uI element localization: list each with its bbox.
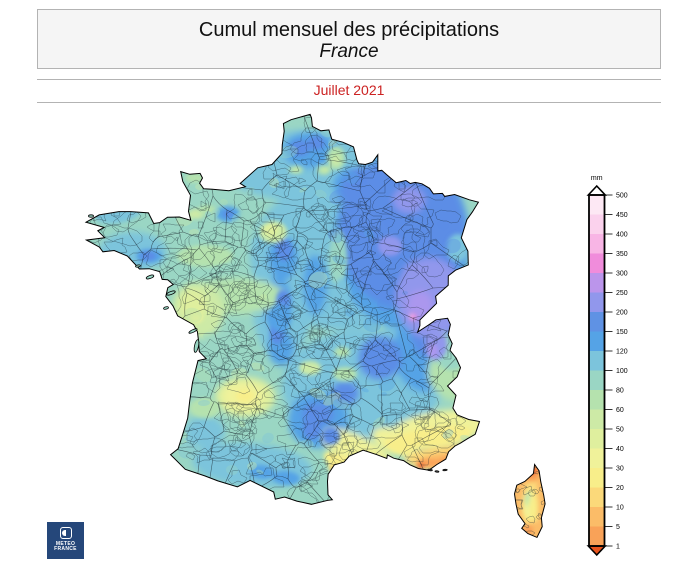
svg-text:250: 250 [616,290,628,297]
svg-text:100: 100 [616,368,628,375]
svg-text:80: 80 [616,387,624,394]
svg-text:30: 30 [616,465,624,472]
svg-text:40: 40 [616,446,624,453]
svg-text:5: 5 [616,524,620,531]
svg-text:200: 200 [616,309,628,316]
svg-text:mm: mm [591,175,603,182]
svg-text:10: 10 [616,504,624,511]
svg-text:400: 400 [616,231,628,238]
svg-text:350: 350 [616,251,628,258]
svg-text:500: 500 [616,192,628,199]
svg-text:60: 60 [616,407,624,414]
svg-text:300: 300 [616,270,628,277]
svg-text:20: 20 [616,485,624,492]
svg-text:450: 450 [616,212,628,219]
svg-text:50: 50 [616,426,624,433]
svg-text:150: 150 [616,329,628,336]
svg-text:120: 120 [616,348,628,355]
svg-text:1: 1 [616,543,620,550]
